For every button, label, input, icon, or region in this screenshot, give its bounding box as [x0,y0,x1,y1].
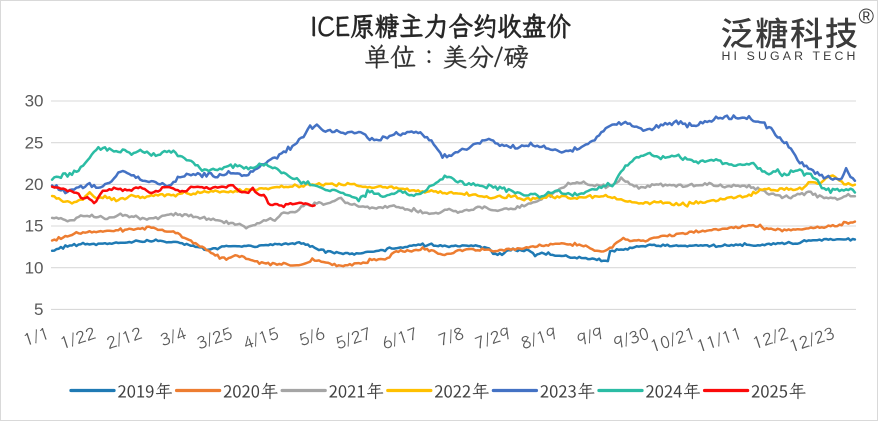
svg-text:®: ® [858,5,874,28]
svg-text:20: 20 [24,175,43,194]
svg-text:15: 15 [24,216,43,235]
svg-text:10: 10 [24,258,43,277]
svg-text:5: 5 [34,300,43,319]
svg-text:25: 25 [24,133,43,152]
svg-text:30: 30 [24,91,43,110]
